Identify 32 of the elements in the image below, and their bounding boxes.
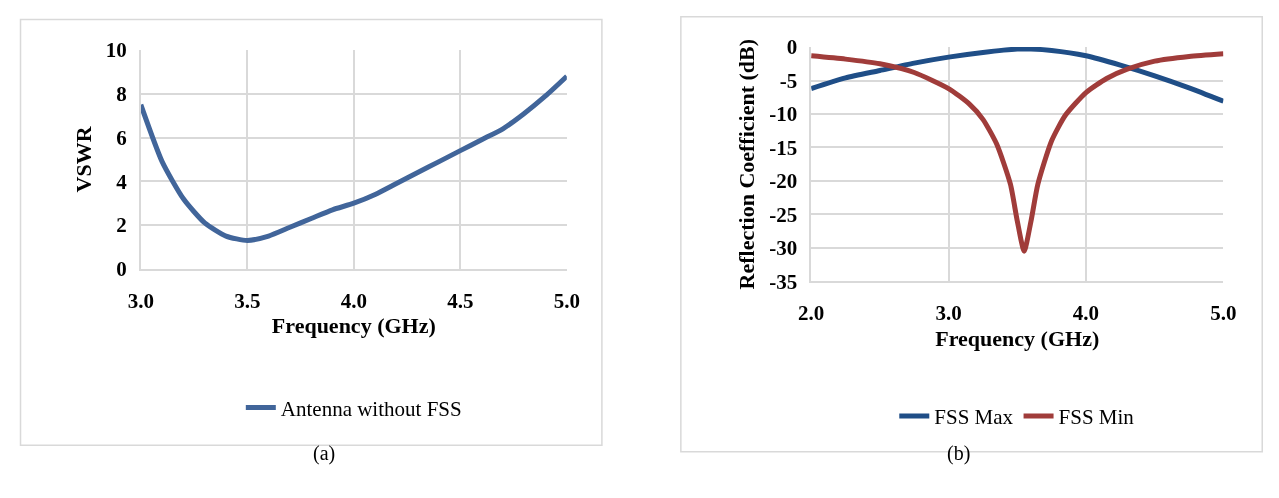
y-tick-label: -35	[769, 269, 798, 294]
y-tick-label: -20	[769, 169, 798, 194]
x-tick-label: 4.5	[447, 288, 474, 313]
x-tick-label: 3.5	[234, 288, 261, 313]
y-tick-label: 10	[105, 38, 127, 63]
text: (a)	[313, 442, 336, 465]
x-tick-label: 4.0	[1072, 301, 1100, 326]
x-tick-label: 5.0	[1210, 301, 1237, 326]
x-axis-title: Frequency (GHz)	[935, 325, 1100, 351]
y-tick-label: -5	[779, 68, 798, 93]
y-tick-label: 0	[116, 257, 127, 282]
legend-label: FSS Max	[934, 405, 1014, 430]
x-tick-label: 3.0	[935, 301, 962, 326]
text: (b)	[947, 442, 971, 465]
y-tick-label: -10	[769, 102, 798, 127]
legend-label: Antenna without FSS	[280, 396, 462, 421]
y-tick-label: 8	[116, 82, 127, 107]
x-tick-label: 3.0	[127, 288, 154, 313]
x-tick-label: 5.0	[553, 288, 580, 313]
y-tick-label: 0	[786, 35, 798, 60]
y-axis-title: VSWR	[71, 125, 97, 193]
legend-label: FSS Min	[1058, 405, 1135, 430]
x-axis-title: Frequency (GHz)	[271, 313, 436, 339]
y-tick-label: -25	[769, 202, 798, 227]
y-tick-label: 6	[116, 125, 127, 150]
x-tick-label: 2.0	[798, 301, 825, 326]
y-axis-title: Reflection Coefficient (dB)	[734, 38, 760, 290]
y-tick-label: -30	[769, 236, 798, 261]
y-tick-label: 2	[116, 213, 127, 238]
x-tick-label: 4.0	[340, 288, 367, 313]
y-tick-label: -15	[769, 135, 798, 160]
y-tick-label: 4	[116, 169, 128, 194]
